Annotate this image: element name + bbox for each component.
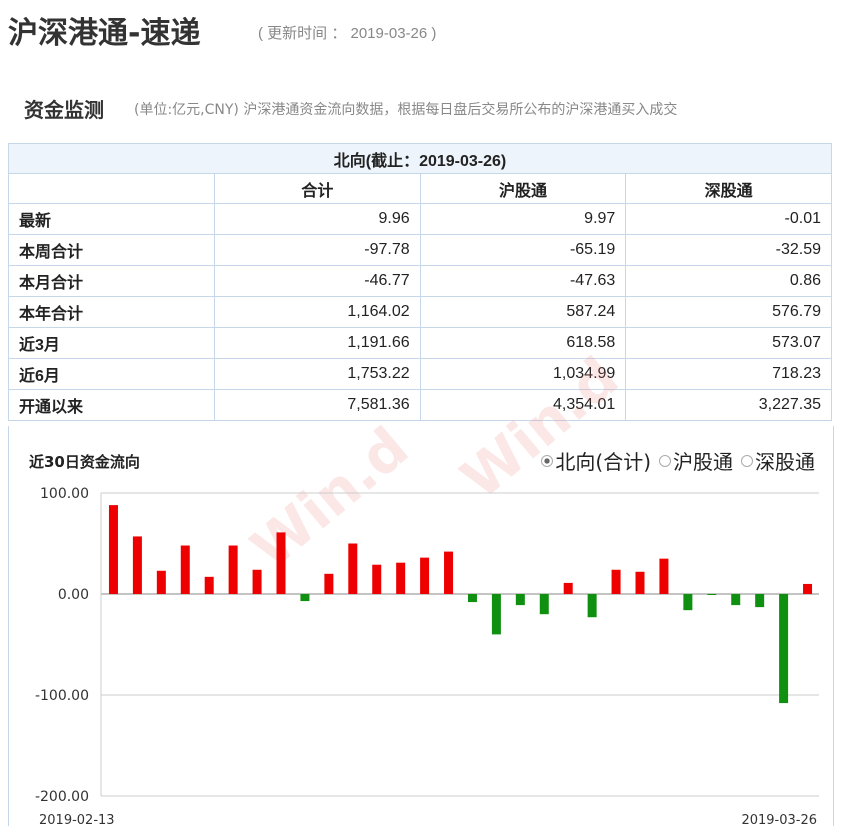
section-title: 资金监测	[24, 98, 104, 122]
bar	[396, 562, 406, 594]
row-label: 开通以来	[8, 389, 215, 421]
radio-icon[interactable]	[741, 454, 753, 467]
row-label: 本月合计	[8, 265, 215, 297]
bar	[491, 594, 501, 635]
bar	[276, 532, 286, 594]
corner-cell	[8, 173, 215, 204]
bar	[731, 594, 741, 606]
cell-value: -32.59	[625, 234, 832, 266]
y-tick-label: 100.00	[40, 486, 89, 502]
table-row: 近6月 1,753.22 1,034.99 718.23	[8, 358, 832, 390]
cell-value: 9.97	[419, 203, 627, 235]
cell-value: -46.77	[214, 265, 421, 297]
update-time: ( 更新时间 ： 2019-03-26 )	[258, 25, 437, 42]
x-tick-label: 2019-03-26	[741, 813, 817, 826]
bar	[204, 576, 214, 594]
cell-value: 1,034.99	[419, 358, 627, 390]
table-row: 开通以来 7,581.36 4,354.01 3,227.35	[8, 389, 832, 421]
cell-value: -0.01	[625, 203, 832, 235]
bar-chart: 100.00 0.00 -100.00 -200.00 2019-02-13 2019-0…	[35, 486, 819, 826]
bar	[444, 551, 454, 594]
table-row: 本年合计 1,164.02 587.24 576.79	[8, 296, 832, 328]
page-title: 沪深港通-速递	[8, 16, 201, 51]
cell-value: 576.79	[625, 296, 832, 328]
bar	[252, 569, 262, 594]
radio-icon[interactable]	[541, 454, 554, 467]
row-label: 近6月	[8, 358, 215, 390]
row-label: 最新	[8, 203, 215, 235]
bar	[587, 594, 597, 618]
radio-icon[interactable]	[659, 454, 671, 467]
bar	[180, 545, 190, 594]
cell-value: -97.78	[214, 234, 421, 266]
col-header: 沪股通	[419, 173, 627, 204]
table-caption: 北向(截止：2019-03-26)	[8, 143, 832, 174]
row-label: 近3月	[8, 327, 215, 359]
bar	[108, 505, 118, 594]
bar	[372, 564, 382, 594]
fund-table: 北向(截止：2019-03-26) 合计 沪股通 深股通 最新 9.96 9.97-…	[8, 143, 832, 421]
bar	[779, 594, 789, 704]
cell-value: 718.23	[625, 358, 832, 390]
cell-value: 0.86	[625, 265, 832, 297]
bar	[659, 558, 669, 594]
chart-panel: Win.d Win.d 近30日资金流向 北向(合计) 沪股通 深股通 100.…	[8, 345, 834, 826]
bar	[683, 594, 693, 611]
legend-north[interactable]: 北向(合计)	[541, 446, 651, 475]
bar	[515, 594, 525, 606]
bar	[156, 570, 166, 594]
x-tick-label: 2019-02-13	[39, 813, 115, 826]
table-row: 最新 9.96 9.97 -0.01	[8, 203, 832, 235]
row-label: 本年合计	[8, 296, 215, 328]
cell-value: 587.24	[419, 296, 627, 328]
chart-title: 近30日资金流向	[29, 453, 140, 471]
row-label: 本周合计	[8, 234, 215, 266]
bar	[635, 571, 645, 594]
cell-value: 3,227.35	[625, 389, 832, 421]
table-row: 近3月 1,191.66 618.58 573.07	[8, 327, 832, 359]
cell-value: 1,753.22	[214, 358, 421, 390]
cell-value: 9.96	[214, 203, 421, 235]
bar	[348, 543, 358, 594]
bar	[467, 594, 477, 603]
y-tick-label: 0.00	[58, 587, 89, 603]
bar	[420, 557, 430, 594]
cell-value: 1,191.66	[214, 327, 421, 359]
table-row: 本月合计 -46.77 -47.63 0.86	[8, 265, 832, 297]
y-tick-label: -200.00	[35, 789, 89, 805]
legend-sz[interactable]: 深股通	[741, 446, 815, 475]
cell-value: 1,164.02	[214, 296, 421, 328]
bar	[539, 594, 549, 615]
cell-value: 573.07	[625, 327, 832, 359]
bar	[132, 536, 142, 594]
bar	[324, 573, 334, 594]
bar	[611, 569, 621, 594]
y-tick-label: -100.00	[35, 688, 89, 704]
bar	[563, 582, 573, 594]
col-header: 合计	[214, 173, 421, 204]
bar	[228, 545, 238, 594]
col-header: 深股通	[625, 173, 832, 204]
bar	[803, 583, 813, 594]
table-row: 本周合计 -97.78 -65.19 -32.59	[8, 234, 832, 266]
section-note: (单位:亿元,CNY) 沪深港通资金流向数据，根据每日盘后交易所公布的沪深港通买…	[134, 102, 678, 118]
cell-value: 7,581.36	[214, 389, 421, 421]
cell-value: 618.58	[419, 327, 627, 359]
bar	[707, 594, 717, 596]
cell-value: -47.63	[419, 265, 627, 297]
bar	[300, 594, 310, 602]
bar	[755, 594, 765, 608]
chart-legend: 北向(合计) 沪股通 深股通	[541, 446, 815, 475]
legend-sh[interactable]: 沪股通	[659, 446, 733, 475]
cell-value: -65.19	[419, 234, 627, 266]
